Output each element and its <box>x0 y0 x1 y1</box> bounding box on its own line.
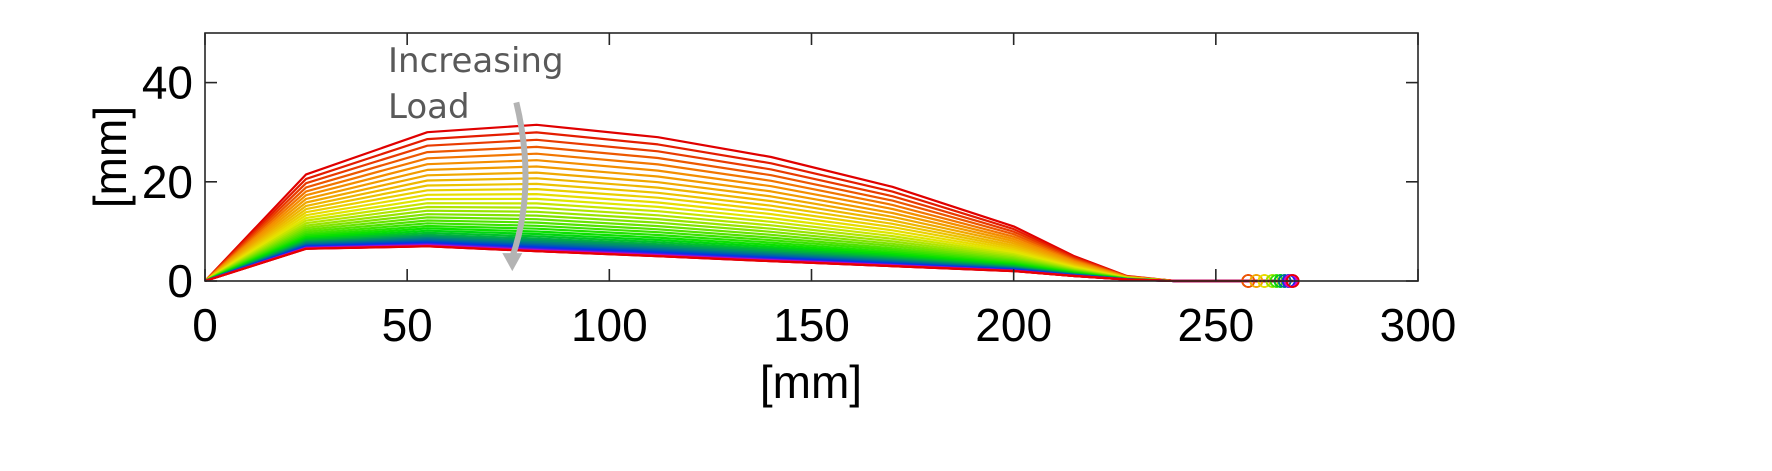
x-tick-label: 150 <box>773 299 850 351</box>
x-tick-label: 100 <box>571 299 648 351</box>
load-curves <box>204 123 1293 283</box>
x-tick-label: 0 <box>192 299 218 351</box>
annotation-arrow <box>509 101 529 259</box>
increasing-load-annotation: Increasing Load <box>388 41 564 272</box>
x-tick-label: 200 <box>975 299 1052 351</box>
y-tick-label: 0 <box>167 255 193 307</box>
annotation-line-2: Load <box>388 87 470 127</box>
x-tick-label: 250 <box>1177 299 1254 351</box>
y-tick-label: 20 <box>142 156 193 208</box>
annotation-arrowhead <box>502 253 523 272</box>
load-curve <box>204 245 1293 283</box>
y-tick-label: 40 <box>142 57 193 109</box>
x-tick-label: 50 <box>382 299 433 351</box>
y-axis-label: [mm] <box>84 106 136 208</box>
x-tick-label: 300 <box>1380 299 1457 351</box>
annotation-line-1: Increasing <box>388 41 564 81</box>
x-axis-label: [mm] <box>760 356 862 408</box>
axis-ticks: 0 50 100 150 200 250 300 0 20 40 <box>142 33 1457 351</box>
